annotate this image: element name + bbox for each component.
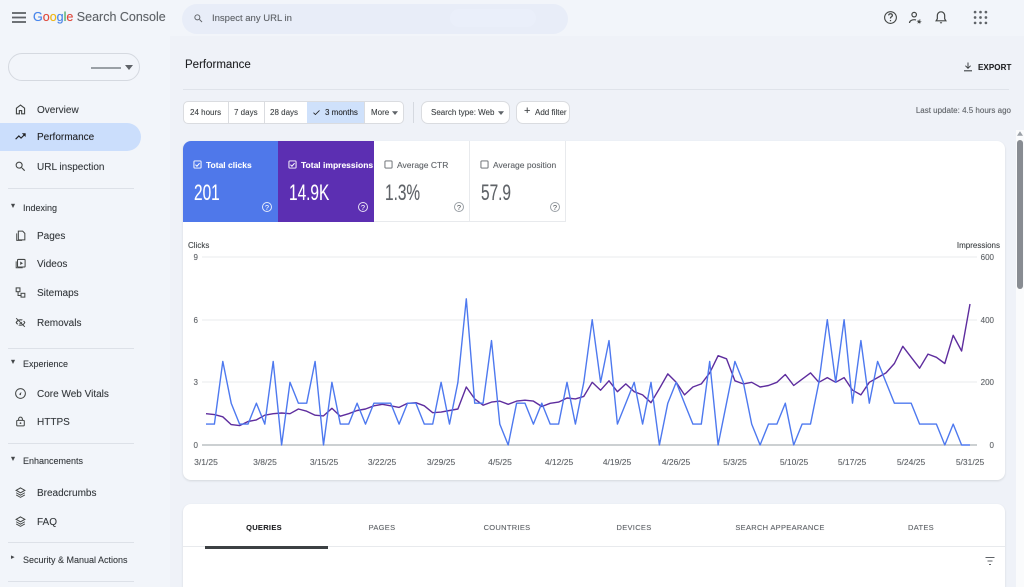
svg-text:9: 9 — [194, 253, 199, 262]
svg-text:5/24/25: 5/24/25 — [897, 457, 926, 467]
svg-text:200: 200 — [981, 378, 995, 387]
svg-text:4/19/25: 4/19/25 — [603, 457, 632, 467]
svg-text:400: 400 — [981, 316, 995, 325]
svg-text:3/22/25: 3/22/25 — [368, 457, 397, 467]
svg-text:4/26/25: 4/26/25 — [662, 457, 691, 467]
svg-text:Impressions: Impressions — [957, 241, 1000, 250]
svg-text:3/29/25: 3/29/25 — [427, 457, 456, 467]
svg-text:3/8/25: 3/8/25 — [253, 457, 277, 467]
svg-text:5/31/25: 5/31/25 — [956, 457, 985, 467]
svg-text:3/1/25: 3/1/25 — [194, 457, 218, 467]
svg-text:5/17/25: 5/17/25 — [838, 457, 867, 467]
svg-text:0: 0 — [990, 441, 995, 450]
svg-text:5/3/25: 5/3/25 — [723, 457, 747, 467]
svg-text:4/5/25: 4/5/25 — [488, 457, 512, 467]
svg-text:0: 0 — [194, 441, 199, 450]
svg-text:3/15/25: 3/15/25 — [310, 457, 339, 467]
svg-text:3: 3 — [194, 378, 199, 387]
svg-text:Clicks: Clicks — [188, 241, 209, 250]
svg-text:6: 6 — [194, 316, 199, 325]
svg-text:4/12/25: 4/12/25 — [545, 457, 574, 467]
svg-text:5/10/25: 5/10/25 — [780, 457, 809, 467]
svg-text:600: 600 — [981, 253, 995, 262]
